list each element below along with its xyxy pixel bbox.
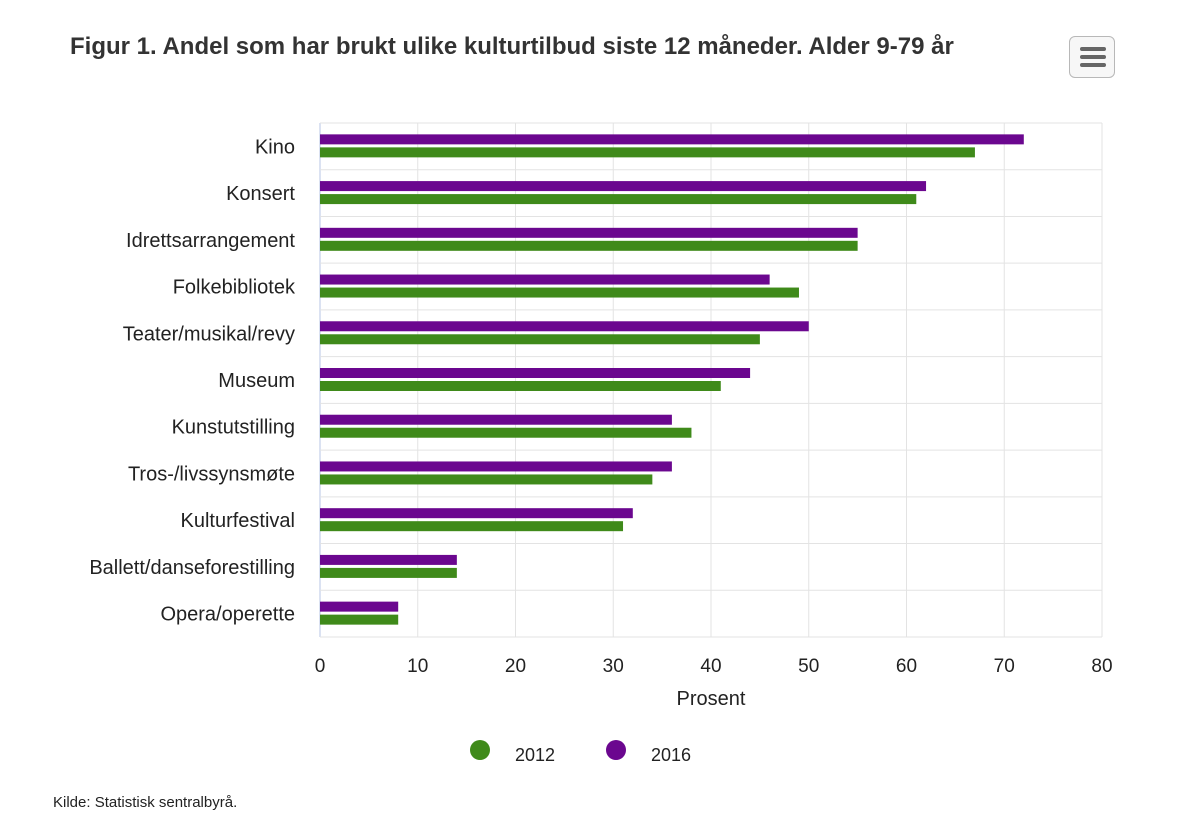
category-label: Konsert — [226, 183, 295, 205]
bar-2016[interactable] — [320, 368, 751, 378]
bar-2012[interactable] — [320, 567, 457, 578]
bar-2012[interactable] — [320, 147, 975, 158]
bar-2016[interactable] — [320, 601, 399, 612]
x-tick-label: 70 — [994, 656, 1015, 677]
bar-2012[interactable] — [320, 521, 624, 532]
x-tick-label: 40 — [700, 656, 721, 677]
bar-2012[interactable] — [320, 474, 653, 485]
bar-2016[interactable] — [320, 508, 633, 519]
bar-2012[interactable] — [320, 334, 760, 345]
category-label: Opera/operette — [160, 604, 295, 626]
legend-marker-2016[interactable] — [606, 740, 626, 760]
category-labels: Kino Konsert Idrettsarrangement Folkebiblio… — [89, 136, 296, 625]
bar-2012[interactable] — [320, 614, 399, 625]
bar-2012[interactable] — [320, 240, 858, 251]
bar-2012[interactable] — [320, 287, 799, 298]
bar-2016[interactable] — [320, 554, 457, 565]
x-tick-label: 0 — [315, 656, 326, 677]
x-tick-label: 10 — [407, 656, 428, 677]
x-tick-label: 20 — [505, 656, 526, 677]
category-label: Kino — [255, 136, 295, 158]
x-tick-label: 30 — [603, 656, 624, 677]
category-label: Museum — [218, 370, 295, 392]
x-tick-label: 80 — [1091, 656, 1112, 677]
bar-2016[interactable] — [320, 181, 927, 192]
legend-label-2012[interactable]: 2012 — [515, 745, 555, 765]
source-note: Kilde: Statistisk sentralbyrå. — [53, 794, 238, 811]
bar-2016[interactable] — [320, 274, 770, 285]
bar-2016[interactable] — [320, 461, 672, 472]
bar-2012[interactable] — [320, 381, 721, 391]
bar-2012[interactable] — [320, 427, 692, 438]
bar-2016[interactable] — [320, 321, 809, 332]
hamburger-menu-icon[interactable] — [1069, 36, 1115, 78]
legend-marker-2012[interactable] — [470, 740, 490, 760]
x-axis-tick-labels: 0 10 20 30 40 50 60 70 80 — [315, 656, 1113, 677]
legend-label-2016[interactable]: 2016 — [651, 745, 691, 765]
category-label: Kulturfestival — [181, 510, 296, 532]
x-tick-label: 50 — [798, 656, 819, 677]
legend: 2012 2016 — [470, 740, 691, 765]
category-label: Idrettsarrangement — [126, 230, 295, 252]
category-label: Kunstutstilling — [172, 417, 295, 439]
category-label: Tros-/livssynsmøte — [128, 463, 295, 485]
bar-2012[interactable] — [320, 194, 917, 205]
chart-title: Figur 1. Andel som har brukt ulike kultu… — [70, 33, 954, 60]
x-axis-title: Prosent — [677, 688, 746, 710]
category-label: Folkebibliotek — [173, 277, 296, 299]
bar-2016[interactable] — [320, 414, 672, 425]
bar-2016[interactable] — [320, 227, 858, 238]
bars — [320, 134, 1024, 625]
category-label: Ballett/danseforestilling — [89, 557, 295, 579]
category-label: Teater/musikal/revy — [123, 323, 295, 345]
bar-2016[interactable] — [320, 134, 1024, 145]
x-tick-label: 60 — [896, 656, 917, 677]
grid-lines — [319, 122, 1103, 638]
